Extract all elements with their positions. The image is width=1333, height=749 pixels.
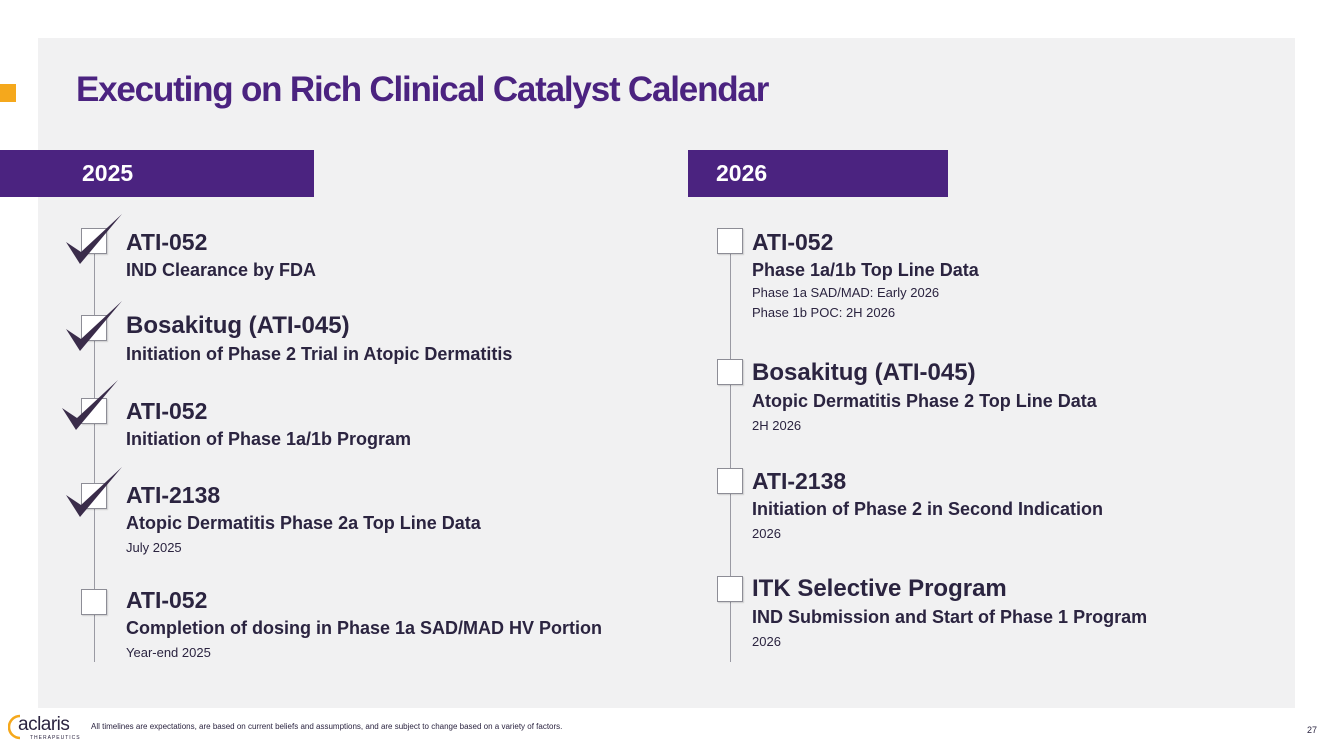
checkmark-icon: [62, 380, 118, 430]
footer-disclaimer: All timelines are expectations, are base…: [91, 722, 563, 731]
page-number: 27: [1307, 725, 1318, 735]
milestone-desc: Phase 1a/1b Top Line Data: [752, 260, 979, 280]
milestone-name: ATI-052: [126, 587, 208, 613]
milestone-item: ATI-052 Phase 1a/1b Top Line Data Phase …: [752, 228, 979, 323]
milestone-item: ATI-052 Completion of dosing in Phase 1a…: [126, 586, 602, 663]
content-panel: [38, 38, 1295, 708]
milestone-name: ATI-052: [752, 229, 834, 255]
checkbox: [717, 468, 743, 494]
checkbox: [717, 359, 743, 385]
company-logo: aclaris THERAPEUTICS: [8, 714, 81, 744]
milestone-name: Bosakitug (ATI-045): [752, 359, 976, 386]
milestone-name: ATI-052: [126, 398, 208, 424]
milestone-date: Phase 1b POC: 2H 2026: [752, 305, 896, 320]
milestone-desc: Initiation of Phase 2 in Second Indicati…: [752, 499, 1104, 519]
slide-title: Executing on Rich Clinical Catalyst Cale…: [76, 70, 769, 109]
year-header-2026: 2026: [688, 150, 948, 197]
milestone-item: ATI-052 Initiation of Phase 1a/1b Progra…: [126, 397, 411, 451]
milestone-item: ATI-2138 Initiation of Phase 2 in Second…: [752, 467, 1103, 544]
milestone-desc: IND Clearance by FDA: [126, 260, 317, 280]
logo-wordmark: aclaris: [18, 714, 70, 735]
milestone-desc: Completion of dosing in Phase 1a SAD/MAD…: [126, 618, 603, 638]
checkbox: [717, 576, 743, 602]
milestone-date: Phase 1a SAD/MAD: Early 2026: [752, 285, 940, 300]
milestone-desc: Atopic Dermatitis Phase 2a Top Line Data: [126, 513, 481, 533]
checkbox: [717, 228, 743, 254]
milestone-name: ATI-2138: [752, 468, 847, 494]
milestone-item: ATI-2138 Atopic Dermatitis Phase 2a Top …: [126, 481, 481, 558]
milestone-item: ITK Selective Program IND Submission and…: [752, 575, 1147, 652]
logo-subtitle: THERAPEUTICS: [30, 735, 81, 741]
year-header-2025: 2025: [0, 150, 314, 197]
accent-marker: [0, 84, 16, 102]
timeline-line-2025: [94, 236, 95, 662]
milestone-desc: Initiation of Phase 2 Trial in Atopic De…: [126, 344, 513, 364]
milestone-name: ATI-052: [126, 229, 208, 255]
milestone-date: Year-end 2025: [126, 645, 211, 660]
milestone-desc: Initiation of Phase 1a/1b Program: [126, 429, 412, 449]
milestone-date: 2H 2026: [752, 418, 802, 433]
milestone-name: Bosakitug (ATI-045): [126, 312, 350, 339]
logo-arc-icon: [8, 714, 21, 740]
checkmark-icon: [66, 467, 122, 517]
checkmark-icon: [66, 214, 122, 264]
milestone-item: Bosakitug (ATI-045) Initiation of Phase …: [126, 312, 512, 366]
timeline-line-2026: [730, 236, 731, 662]
milestone-date: July 2025: [126, 540, 182, 555]
checkmark-icon: [66, 301, 122, 351]
milestone-item: Bosakitug (ATI-045) Atopic Dermatitis Ph…: [752, 359, 1097, 436]
milestone-date: 2026: [752, 634, 781, 649]
milestone-desc: Atopic Dermatitis Phase 2 Top Line Data: [752, 391, 1097, 411]
milestone-name: ITK Selective Program: [752, 575, 1007, 602]
milestone-name: ATI-2138: [126, 482, 221, 508]
milestone-desc: IND Submission and Start of Phase 1 Prog…: [752, 607, 1148, 627]
milestone-item: ATI-052 IND Clearance by FDA: [126, 228, 316, 282]
milestone-date: 2026: [752, 526, 781, 541]
checkbox: [81, 589, 107, 615]
